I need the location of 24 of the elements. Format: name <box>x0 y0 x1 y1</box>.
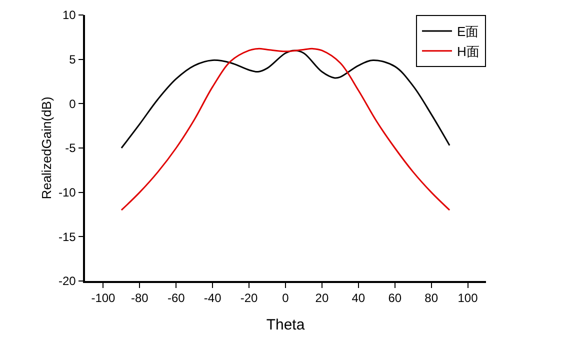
line-series <box>120 48 450 211</box>
legend-label: H面 <box>457 44 480 59</box>
y-tick-label: -15 <box>58 230 76 244</box>
y-axis-title: RealizedGain(dB) <box>38 96 54 200</box>
y-tick-label: -10 <box>58 186 76 200</box>
x-tick-label: 100 <box>458 291 478 306</box>
x-tick-label: 0 <box>282 291 290 306</box>
y-tick-label: 10 <box>62 8 76 22</box>
x-tick-label: -100 <box>91 291 116 306</box>
y-tick-label: 5 <box>69 52 76 67</box>
y-tick-label: 0 <box>69 96 76 111</box>
x-tick-label: 80 <box>424 291 438 306</box>
x-tick-label: 20 <box>315 291 329 306</box>
x-tick-label: -60 <box>167 291 186 306</box>
x-tick-label: -80 <box>131 291 149 306</box>
y-tick-label: -20 <box>58 274 76 288</box>
x-tick-label: 60 <box>388 291 402 306</box>
x-tick-label: 40 <box>352 291 366 306</box>
x-tick-label: -40 <box>204 291 222 306</box>
y-tick-label: -5 <box>65 141 76 156</box>
x-tick-label: -20 <box>240 291 258 306</box>
legend-label: E面 <box>457 24 479 40</box>
line-series <box>120 50 450 149</box>
x-axis-title: Theta <box>266 316 306 334</box>
